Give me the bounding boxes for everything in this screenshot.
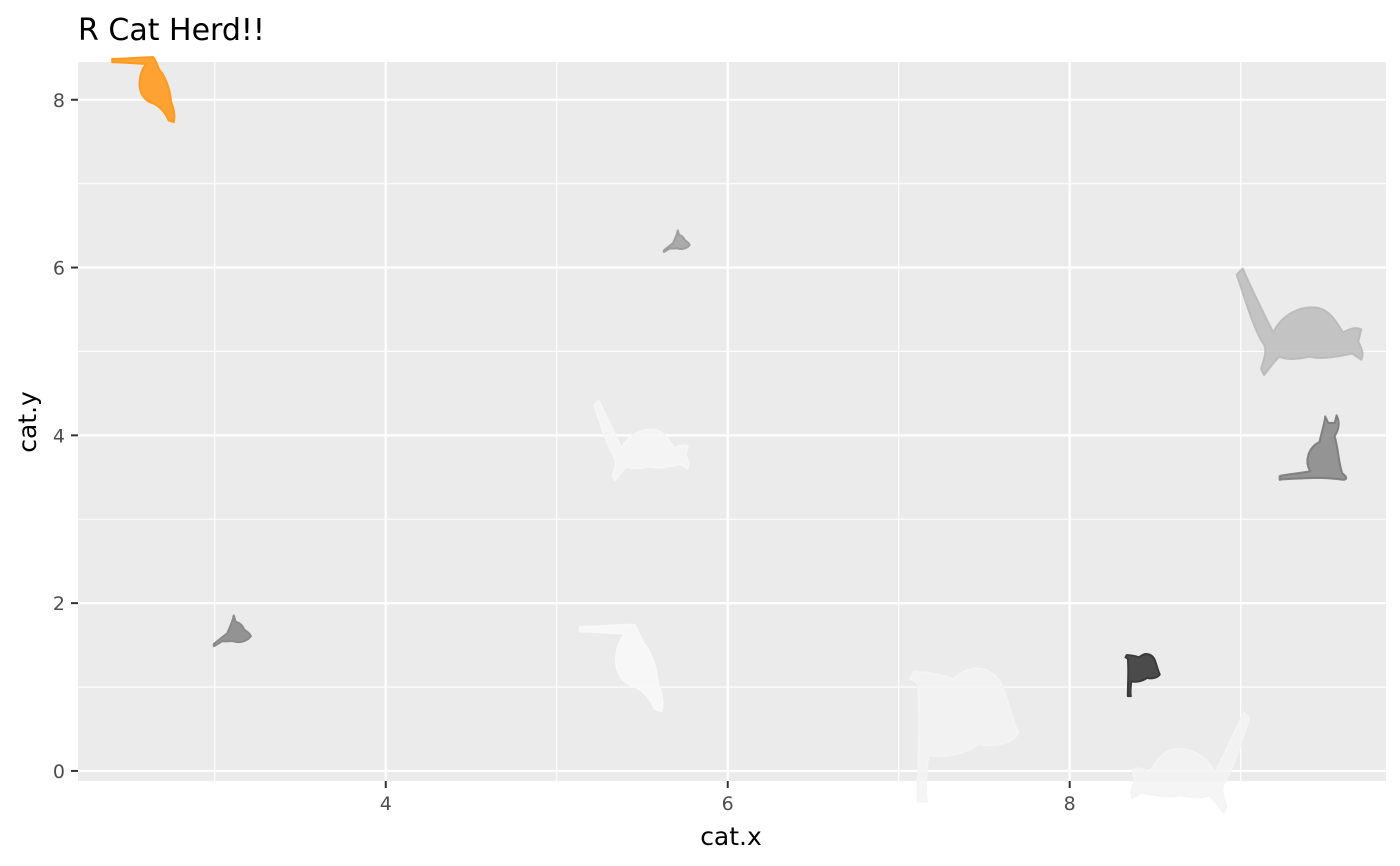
x-axis: 4 6 8 (380, 781, 1076, 815)
cat-point (909, 667, 1020, 803)
y-tick-label: 2 (53, 593, 65, 615)
y-tick-label: 4 (53, 425, 65, 447)
plot-panel (78, 62, 1386, 781)
x-axis-title: cat.x (700, 822, 762, 851)
cat-point (578, 623, 664, 713)
x-tick-label: 6 (722, 793, 734, 815)
y-tick-label: 8 (53, 90, 65, 112)
cat-point (1130, 711, 1251, 814)
cat-point (1124, 653, 1161, 698)
minor-gridlines (78, 62, 1386, 781)
cat-point (111, 56, 176, 124)
cat-point (662, 229, 691, 253)
cat-point (1235, 267, 1364, 376)
cat-point (212, 614, 252, 648)
cat-point (1278, 414, 1348, 481)
cat-point (593, 399, 690, 482)
y-tick-label: 6 (53, 258, 65, 280)
major-gridlines (78, 62, 1386, 781)
y-axis: 0 2 4 6 8 (53, 90, 78, 783)
chart-title: R Cat Herd!! (78, 13, 265, 48)
y-axis-title: cat.y (13, 391, 42, 453)
x-tick-label: 4 (380, 793, 392, 815)
x-tick-label: 8 (1064, 793, 1076, 815)
y-tick-label: 0 (53, 761, 65, 783)
cat-markers (111, 56, 1364, 814)
